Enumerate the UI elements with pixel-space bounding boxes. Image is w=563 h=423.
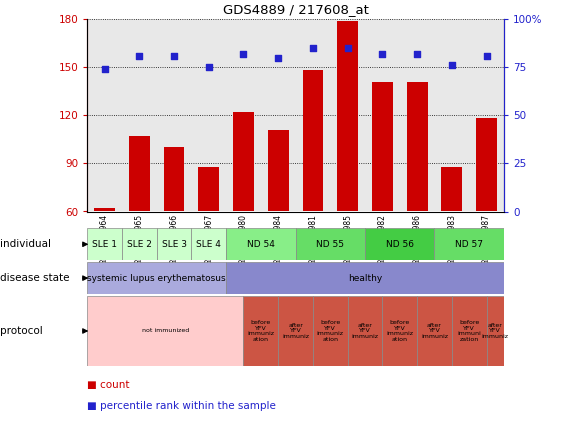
Text: SLE 3: SLE 3: [162, 240, 186, 249]
Bar: [452, 296, 486, 366]
Bar: [347, 296, 382, 366]
Bar: [476, 118, 497, 212]
Bar: [382, 296, 417, 366]
Point: [100, 66, 109, 72]
Text: healthy: healthy: [348, 274, 382, 283]
Bar: [226, 262, 504, 294]
Bar: [157, 228, 191, 260]
Text: after
YFV
immuniz: after YFV immuniz: [482, 323, 509, 339]
Text: SLE 4: SLE 4: [196, 240, 221, 249]
Text: before
YFV
immuniz
ation: before YFV immuniz ation: [317, 320, 344, 342]
Bar: [233, 112, 254, 212]
Bar: [226, 228, 296, 260]
Point: [482, 52, 491, 59]
Bar: [365, 228, 435, 260]
Point: [135, 52, 144, 59]
Bar: [164, 147, 185, 212]
Title: GDS4889 / 217608_at: GDS4889 / 217608_at: [222, 3, 369, 16]
Point: [204, 64, 213, 71]
Bar: [198, 167, 219, 212]
Bar: [243, 296, 278, 366]
Text: ND 57: ND 57: [455, 240, 483, 249]
Text: ND 56: ND 56: [386, 240, 414, 249]
Text: SLE 2: SLE 2: [127, 240, 152, 249]
Text: ND 55: ND 55: [316, 240, 345, 249]
Bar: [417, 296, 452, 366]
Bar: [87, 296, 243, 366]
Bar: [441, 167, 462, 212]
Bar: [87, 228, 122, 260]
Text: disease state: disease state: [0, 273, 69, 283]
Text: protocol: protocol: [0, 326, 43, 336]
Point: [169, 52, 178, 59]
Text: ■ count: ■ count: [87, 380, 129, 390]
Bar: [337, 21, 358, 212]
Bar: [486, 296, 504, 366]
Bar: [296, 228, 365, 260]
Bar: [302, 70, 323, 212]
Text: ■ percentile rank within the sample: ■ percentile rank within the sample: [87, 401, 276, 411]
Text: systemic lupus erythematosus: systemic lupus erythematosus: [87, 274, 226, 283]
Bar: [268, 130, 289, 212]
Bar: [94, 208, 115, 212]
Bar: [191, 228, 226, 260]
Point: [413, 50, 422, 57]
Text: before
YFV
immuni
zation: before YFV immuni zation: [457, 320, 481, 342]
Text: individual: individual: [0, 239, 51, 249]
Bar: [122, 228, 157, 260]
Text: not immunized: not immunized: [142, 329, 189, 333]
Point: [274, 54, 283, 61]
Text: ND 54: ND 54: [247, 240, 275, 249]
Text: after
YFV
immuniz: after YFV immuniz: [351, 323, 378, 339]
Point: [239, 50, 248, 57]
Bar: [372, 82, 393, 212]
Text: before
YFV
immuniz
ation: before YFV immuniz ation: [247, 320, 274, 342]
Bar: [406, 82, 427, 212]
Point: [378, 50, 387, 57]
Text: after
YFV
immuniz: after YFV immuniz: [421, 323, 448, 339]
Bar: [87, 262, 226, 294]
Bar: [313, 296, 348, 366]
Bar: [129, 136, 150, 212]
Bar: [278, 296, 313, 366]
Text: SLE 1: SLE 1: [92, 240, 117, 249]
Text: after
YFV
immuniz: after YFV immuniz: [282, 323, 309, 339]
Point: [343, 44, 352, 51]
Text: before
YFV
immuniz
ation: before YFV immuniz ation: [386, 320, 413, 342]
Point: [447, 62, 456, 69]
Bar: [435, 228, 504, 260]
Point: [309, 44, 318, 51]
